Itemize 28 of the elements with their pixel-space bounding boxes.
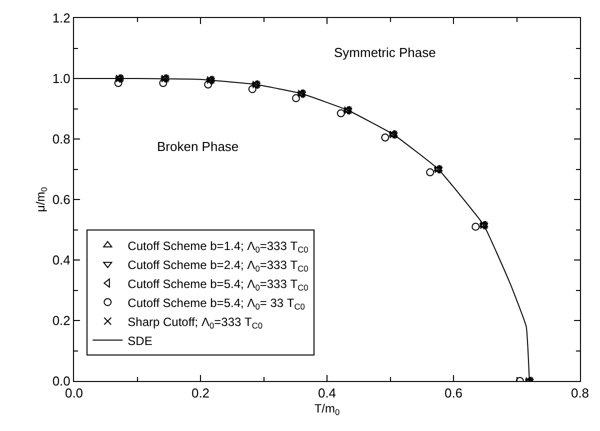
x-tick-label: 0.4 <box>318 386 336 401</box>
point <box>426 168 434 176</box>
legend-label: Cutoff Scheme b=1.4; Λ$_{0}$=333 T$_{C0}$ <box>128 238 309 254</box>
legend-label: Cutoff Scheme b=5.4; Λ$_{0}$= 33 T$_{C0}$ <box>128 296 306 312</box>
legend-label: SDE <box>128 334 152 348</box>
legend-label: Cutoff Scheme b=5.4; Λ$_{0}$=333 T$_{C0}$ <box>128 276 309 292</box>
point <box>292 94 300 102</box>
y-tick-label: 0.6 <box>52 192 70 208</box>
point <box>381 133 390 142</box>
y-tick-label: 1.2 <box>52 10 70 26</box>
point <box>114 79 122 88</box>
legend-label: Sharp Cutoff; Λ$_{0}$=333 T$_{C0}$ <box>128 314 263 330</box>
x-tick-label: 0.2 <box>191 386 210 401</box>
point <box>204 80 212 89</box>
point <box>336 109 345 118</box>
y-tick-label: 0.2 <box>52 313 70 328</box>
y-tick-label: 1.0 <box>52 71 70 86</box>
annotation: Broken Phase <box>157 139 239 154</box>
legend-label: Cutoff Scheme b=2.4; Λ$_{0}$=333 T$_{C0}$ <box>128 258 309 274</box>
y-tick-label: 0.8 <box>52 132 70 147</box>
x-tick-label: 0.6 <box>444 386 463 401</box>
point <box>159 79 168 88</box>
x-axis-title: T/m$_{0}$ <box>314 402 340 418</box>
y-tick-label: 0.4 <box>52 252 70 268</box>
point <box>248 85 256 94</box>
point <box>472 222 480 231</box>
annotation: Symmetric Phase <box>334 45 436 60</box>
x-tick-label: 0.8 <box>570 386 590 401</box>
